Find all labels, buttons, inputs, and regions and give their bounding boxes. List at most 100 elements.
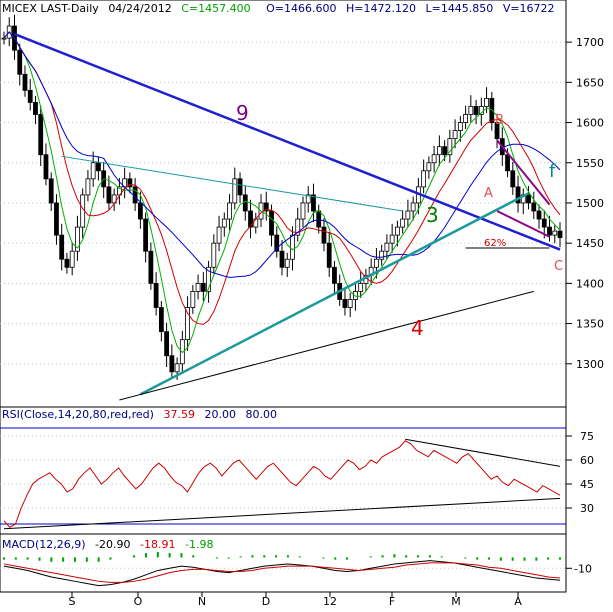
trendlines	[14, 32, 561, 401]
candle-body	[436, 146, 442, 156]
candle-body	[17, 49, 23, 75]
candle-body	[326, 242, 332, 268]
candle-body	[59, 234, 65, 260]
candle-body	[33, 102, 38, 115]
rsi-y-axis: 30 45 60 75	[566, 430, 594, 515]
wave-f-label: f	[549, 161, 556, 182]
rsi-label: RSI(Close,14,20,80,red,red)	[2, 408, 154, 421]
candle-body	[284, 258, 290, 268]
trendline-3	[139, 192, 530, 396]
candle-body	[27, 89, 33, 103]
rsi-support-line	[3, 497, 561, 530]
candle-body	[484, 98, 489, 107]
candle-body	[405, 210, 411, 220]
candle-body	[38, 114, 44, 156]
candle-body	[96, 162, 101, 172]
candle-body	[305, 194, 311, 204]
rsi-series	[3, 438, 561, 530]
volume-label: V=16722	[503, 2, 555, 15]
candle-body	[526, 194, 531, 204]
y-tick-label: 60	[580, 454, 594, 467]
candle-body	[106, 186, 112, 204]
candle-body	[332, 266, 337, 284]
y-tick-label: 1600	[576, 117, 604, 130]
candle-body	[515, 186, 521, 204]
y-tick-label: 1300	[576, 358, 604, 371]
rsi-line	[3, 440, 561, 528]
candle-body	[400, 218, 406, 228]
candle-body	[321, 226, 327, 244]
wedge-lower	[496, 210, 550, 238]
x-tick-label: O	[134, 595, 143, 608]
macd-value: -20.90	[95, 538, 130, 551]
wedge-upper	[496, 139, 551, 206]
wave-4-label: 4	[411, 316, 424, 340]
moving-average-line	[3, 31, 561, 354]
candle-body	[43, 154, 49, 180]
candle-body	[358, 282, 364, 292]
candle-body	[237, 178, 243, 196]
y-tick-label: 1500	[576, 197, 604, 210]
candle-body	[206, 266, 211, 292]
candle-body	[158, 307, 164, 333]
candle-body	[394, 226, 400, 236]
candle-body	[552, 230, 558, 236]
candle-body	[185, 307, 190, 341]
wave-a-label: A	[484, 186, 493, 201]
candle-body	[431, 154, 437, 164]
candle-body	[421, 170, 427, 188]
y-tick-label: -10	[574, 562, 592, 575]
wave-9-label: 9	[236, 101, 249, 125]
candle-body	[190, 291, 196, 308]
y-tick-label: 1700	[576, 36, 604, 49]
header-symbol: MICEX LAST-Daily 04/24/2012 C=1457.400 O…	[2, 2, 555, 15]
x-tick-label: F	[389, 595, 395, 608]
candle-body	[164, 331, 170, 357]
candle-body	[541, 218, 547, 228]
candle-body	[473, 106, 479, 115]
candle-body	[64, 258, 70, 268]
rsi-lower: 20.00	[204, 408, 236, 421]
candle-body	[127, 178, 133, 188]
x-tick-label: M	[451, 595, 461, 608]
candle-body	[316, 210, 322, 228]
trendline-neckline	[61, 155, 403, 212]
candle-body	[232, 178, 238, 204]
candle-body	[311, 194, 316, 212]
macd-panel	[0, 533, 567, 593]
date-label: 04/24/2012	[108, 2, 171, 15]
candle-body	[195, 282, 201, 292]
candle-body	[389, 234, 395, 244]
moving-average-line	[3, 31, 561, 278]
x-axis: S O N D 12 F M A	[69, 592, 522, 608]
candle-body	[179, 339, 185, 365]
y-tick-label: 30	[580, 502, 594, 515]
rsi-resistance-line	[405, 438, 561, 467]
y-tick-label: 1450	[576, 237, 604, 250]
candle-body	[174, 363, 180, 373]
candle-body	[447, 138, 453, 156]
rsi-panel	[0, 406, 567, 535]
macd-header: MACD(12,26,9) -20.90 -18.91 -1.98	[2, 538, 213, 551]
x-tick-label: A	[514, 595, 522, 608]
candle-body	[457, 122, 463, 131]
price-candles	[1, 14, 563, 380]
y-tick-label: 1650	[576, 76, 604, 89]
candle-body	[90, 162, 96, 180]
y-tick-label: 1550	[576, 157, 604, 170]
fib-62-label: 62%	[484, 238, 506, 249]
candle-body	[557, 230, 563, 238]
low-label: L=1445.850	[425, 2, 493, 15]
macd-y-axis: -10	[566, 562, 592, 575]
candle-body	[1, 37, 7, 40]
high-label: H=1472.120	[346, 2, 416, 15]
candle-body	[263, 202, 269, 212]
candle-body	[379, 250, 385, 260]
candle-body	[410, 202, 416, 212]
rsi-upper: 80.00	[245, 408, 277, 421]
candle-body	[242, 194, 248, 212]
candle-body	[22, 73, 28, 91]
candle-body	[494, 122, 500, 140]
trendline-9	[14, 32, 561, 251]
candle-body	[274, 234, 280, 252]
